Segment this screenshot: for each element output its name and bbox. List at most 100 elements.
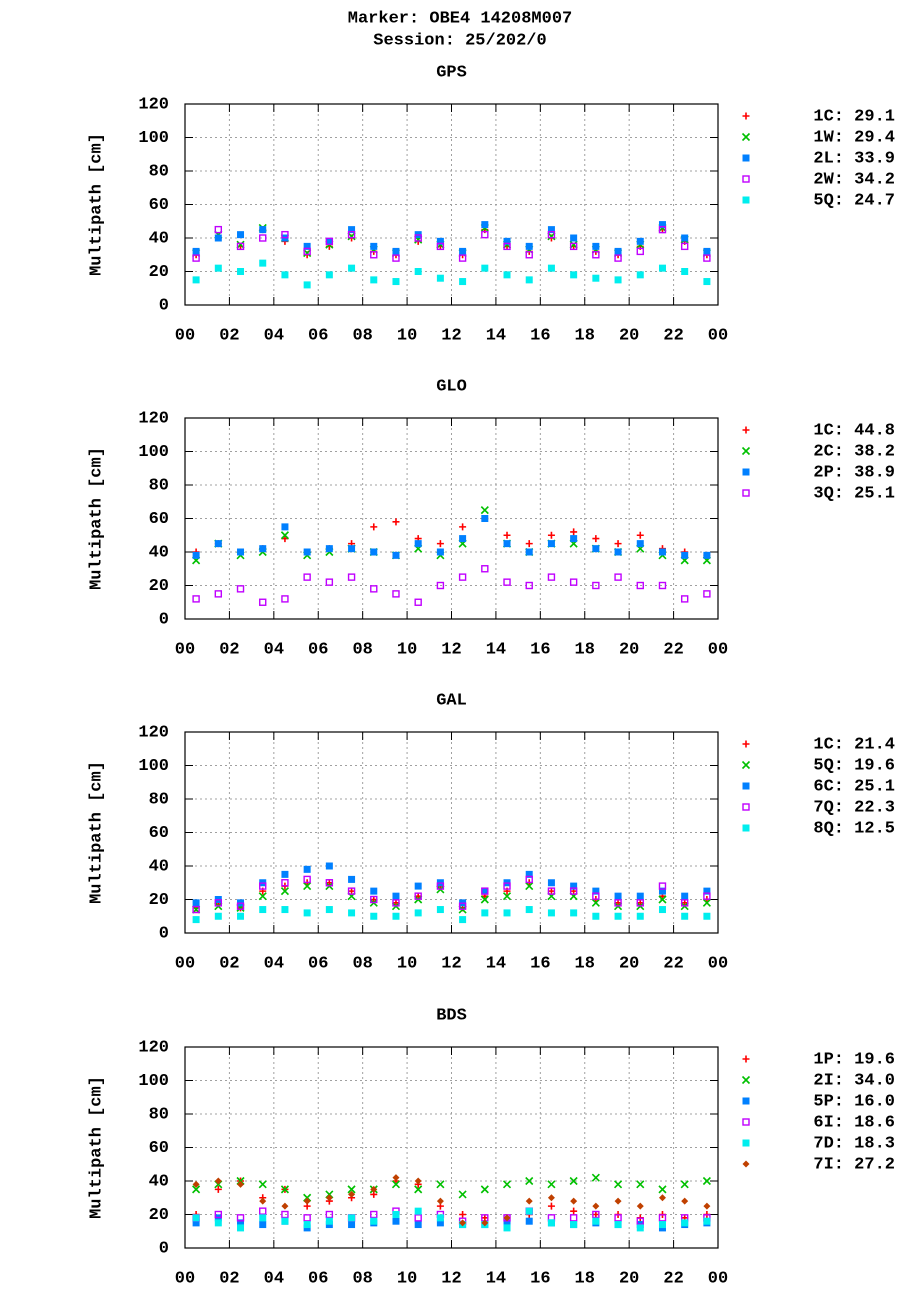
y-tick-label: 60 xyxy=(149,196,169,215)
marker xyxy=(414,909,422,917)
marker xyxy=(614,1221,622,1229)
marker xyxy=(459,278,467,286)
marker xyxy=(681,551,689,559)
x-tick-label: 14 xyxy=(486,954,506,973)
y-tick-label: 80 xyxy=(149,790,169,809)
marker xyxy=(525,1197,533,1205)
marker xyxy=(592,535,600,543)
x-tick-label: 20 xyxy=(619,326,639,345)
marker xyxy=(636,899,644,907)
plot-frame xyxy=(184,417,719,620)
marker xyxy=(458,1190,467,1199)
marker xyxy=(237,1180,245,1188)
legend-marker xyxy=(742,468,750,476)
marker xyxy=(592,892,600,900)
marker xyxy=(348,909,356,917)
marker xyxy=(547,1194,555,1202)
marker xyxy=(481,230,489,239)
marker xyxy=(237,912,245,920)
marker xyxy=(658,1194,666,1202)
marker xyxy=(259,545,267,553)
marker xyxy=(325,862,333,870)
marker xyxy=(237,268,245,275)
legend-label: 7D: 18.3 xyxy=(813,1134,895,1153)
marker xyxy=(370,1217,378,1225)
marker xyxy=(569,1176,578,1186)
marker xyxy=(592,251,600,259)
marker xyxy=(192,276,200,284)
marker xyxy=(570,535,578,543)
x-tick-label: 14 xyxy=(486,326,506,345)
marker xyxy=(281,230,289,239)
x-tick-label: 02 xyxy=(219,640,239,659)
legend-marker xyxy=(741,446,751,456)
marker xyxy=(214,1177,222,1185)
marker xyxy=(503,578,511,586)
marker xyxy=(436,1197,444,1205)
marker xyxy=(658,581,667,590)
x-tick-label: 04 xyxy=(264,954,284,973)
marker xyxy=(592,912,600,920)
marker xyxy=(636,912,644,920)
marker xyxy=(370,1210,378,1219)
x-tick-label: 18 xyxy=(575,640,595,659)
marker xyxy=(303,1214,311,1222)
marker xyxy=(370,887,378,895)
x-tick-label: 10 xyxy=(397,954,417,973)
marker xyxy=(392,247,400,255)
marker xyxy=(658,887,666,895)
marker xyxy=(459,535,467,543)
marker xyxy=(325,545,333,553)
marker xyxy=(436,237,444,245)
y-axis-label: Multipath [cm] xyxy=(87,1076,106,1219)
marker xyxy=(258,892,267,901)
y-axis-label: Multipath [cm] xyxy=(87,447,106,590)
marker xyxy=(392,518,400,526)
marker xyxy=(436,906,444,914)
y-tick-label: 0 xyxy=(159,924,169,943)
marker xyxy=(392,912,400,920)
marker xyxy=(370,912,378,920)
marker xyxy=(370,251,378,259)
marker xyxy=(414,540,422,548)
panel-title: GLO xyxy=(436,377,467,396)
marker xyxy=(370,548,378,556)
x-tick-label: 18 xyxy=(575,954,595,973)
legend-label: 2L: 33.9 xyxy=(813,149,895,168)
marker xyxy=(392,551,400,559)
y-tick-label: 80 xyxy=(149,1105,169,1124)
marker xyxy=(325,1217,333,1225)
marker xyxy=(436,540,444,548)
marker xyxy=(481,221,489,229)
marker xyxy=(614,1214,622,1222)
marker xyxy=(281,1210,289,1219)
marker xyxy=(414,268,422,275)
marker xyxy=(636,237,644,245)
marker xyxy=(281,1217,289,1225)
marker xyxy=(570,1197,578,1205)
x-tick-label: 00 xyxy=(708,640,728,659)
marker xyxy=(503,531,511,539)
marker xyxy=(259,882,267,890)
marker xyxy=(481,565,489,573)
marker xyxy=(503,271,511,279)
y-tick-label: 120 xyxy=(138,95,169,114)
marker xyxy=(414,892,422,900)
marker xyxy=(303,865,311,873)
legend-marker xyxy=(741,132,751,142)
page-title: Marker: OBE4 14208M007 xyxy=(348,9,572,28)
x-tick-label: 12 xyxy=(441,1269,461,1288)
marker xyxy=(459,916,467,924)
marker xyxy=(280,531,290,540)
x-tick-label: 04 xyxy=(264,326,284,345)
marker xyxy=(703,1202,711,1210)
marker xyxy=(458,902,467,910)
marker xyxy=(636,1202,644,1210)
x-tick-label: 08 xyxy=(352,1269,372,1288)
marker xyxy=(502,1180,512,1189)
legend-label: 5Q: 19.6 xyxy=(813,756,895,775)
marker xyxy=(348,875,356,883)
marker xyxy=(569,242,578,251)
marker xyxy=(614,573,622,581)
marker xyxy=(570,909,578,917)
